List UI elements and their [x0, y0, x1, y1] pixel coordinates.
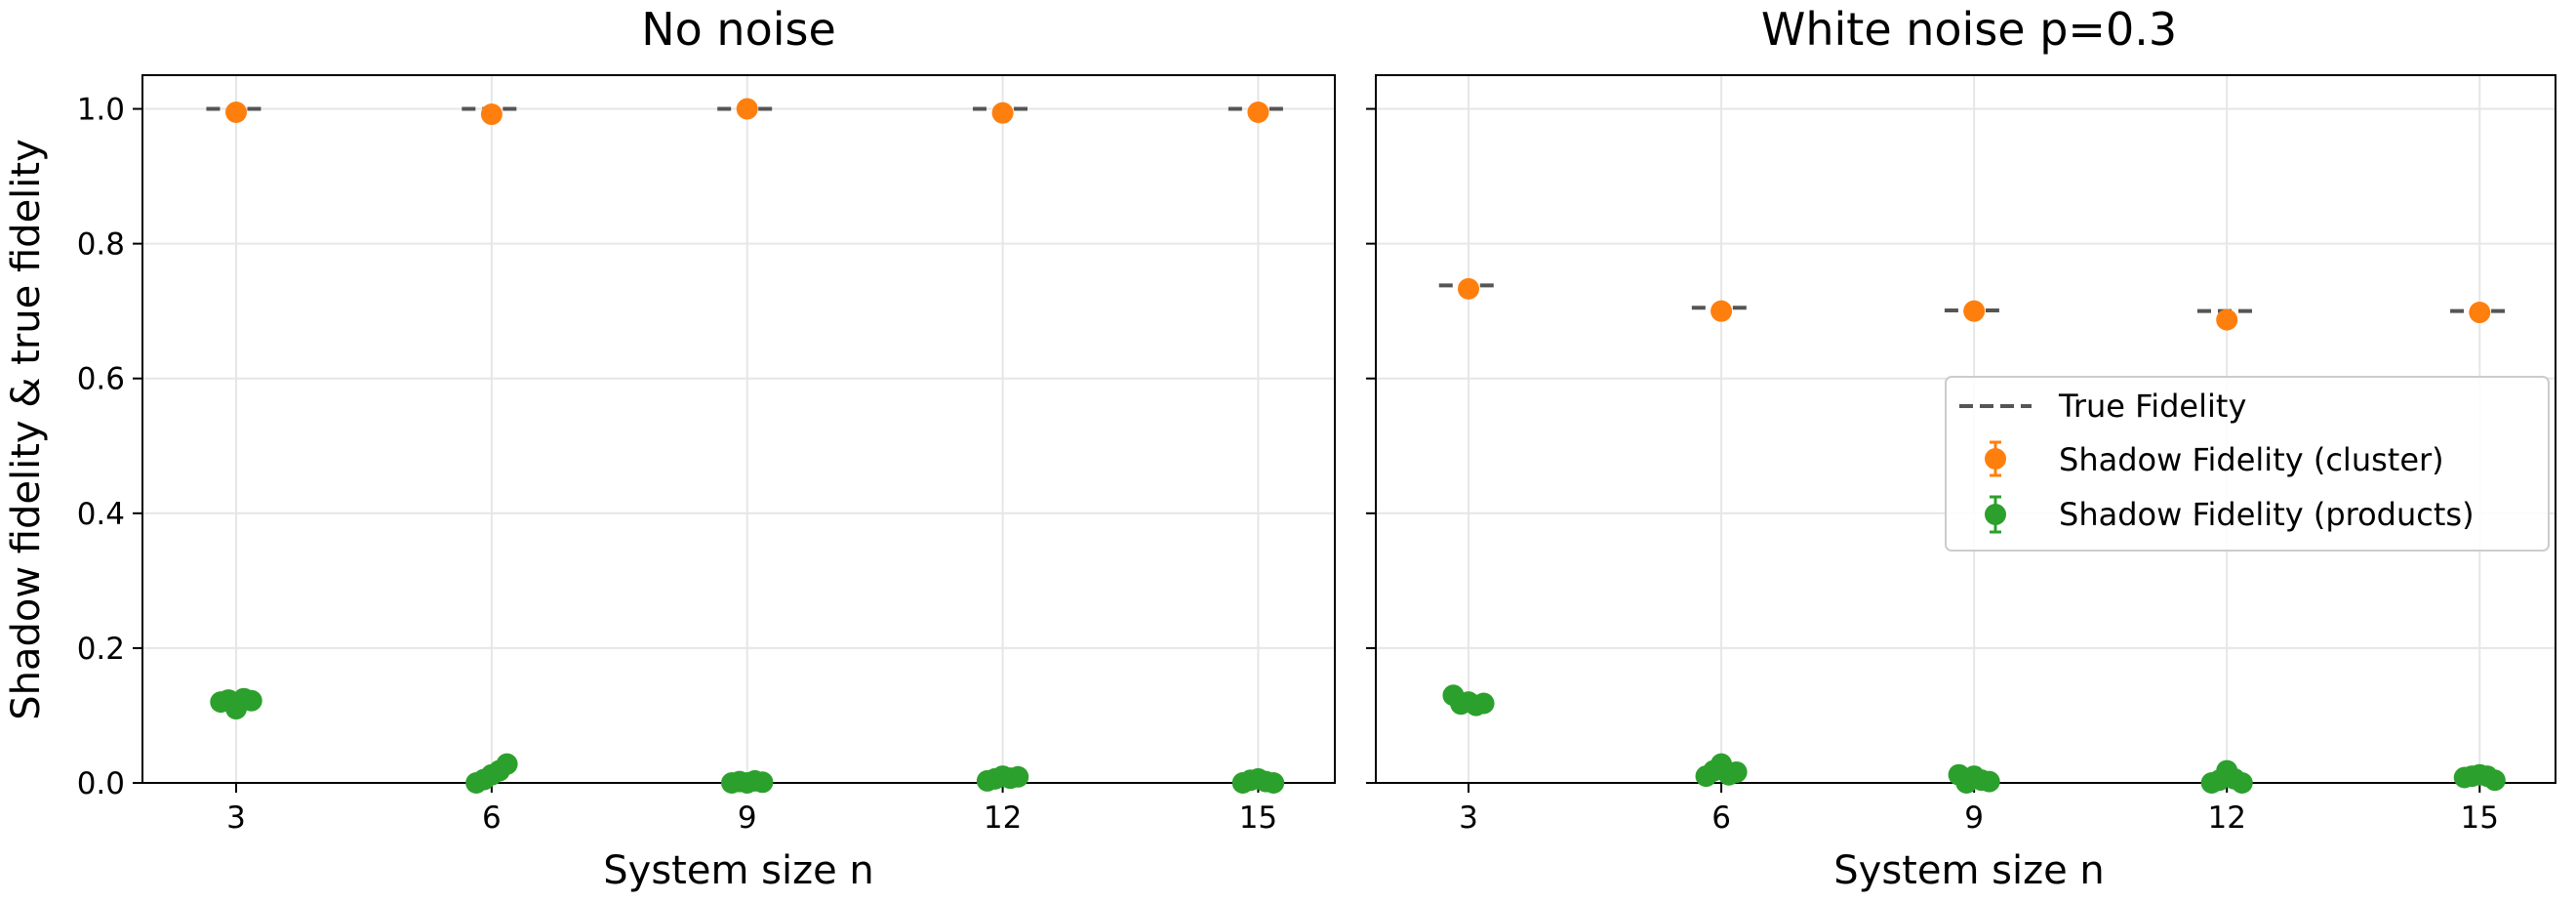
- products-point: [496, 753, 518, 775]
- products-point: [1007, 765, 1029, 788]
- x-ticks: 3 6 9 12 15: [226, 783, 1277, 836]
- cluster-point: [1457, 277, 1479, 300]
- products-point: [1725, 760, 1748, 783]
- products-point: [751, 771, 774, 794]
- cluster-point: [991, 102, 1014, 124]
- products-point: [240, 689, 262, 712]
- x-tick-label: 12: [984, 800, 1022, 836]
- y-tick-label: 1.0: [77, 93, 125, 128]
- y-tick-label: 0.2: [77, 632, 125, 667]
- x-tick-label: 6: [482, 800, 502, 836]
- cluster-point: [480, 103, 503, 126]
- panel-no-noise: No noise System size n Shadow fidelity &…: [4, 3, 1336, 893]
- x-tick-label: 9: [738, 800, 757, 836]
- x-axis-label: System size n: [1833, 848, 2105, 893]
- products-point: [2483, 769, 2506, 792]
- y-tick-label: 0.0: [77, 766, 125, 801]
- cluster-point: [225, 101, 248, 123]
- legend-cluster-marker: [1985, 448, 2006, 470]
- y-tick-label: 0.6: [77, 362, 125, 397]
- cluster-point: [2216, 308, 2238, 331]
- y-axis-label: Shadow fidelity & true fidelity: [4, 139, 49, 720]
- panel-white-noise: White noise p=0.3 System size n 3 6 9 12 15 …: [1366, 3, 2556, 893]
- y-tick-label: 0.8: [77, 227, 125, 263]
- cluster-point: [736, 98, 758, 120]
- data-marks: [206, 98, 1288, 794]
- x-ticks: 3 6 9 12 15: [1459, 783, 2499, 836]
- chart-title: White noise p=0.3: [1761, 3, 2177, 56]
- x-tick-label: 9: [1964, 800, 1984, 836]
- x-tick-label: 3: [1459, 800, 1478, 836]
- legend: True Fidelity Shadow Fidelity (cluster) …: [1945, 376, 2550, 552]
- products-point: [1263, 772, 1285, 794]
- legend-products-label: Shadow Fidelity (products): [2059, 496, 2475, 533]
- y-ticks: [1366, 107, 1376, 784]
- cluster-point: [1963, 300, 1986, 322]
- cluster-point: [2469, 302, 2491, 324]
- y-ticks: 0.0 0.2 0.4 0.6 0.8 1.0: [77, 93, 142, 801]
- products-point: [2231, 772, 2253, 794]
- x-tick-label: 3: [226, 800, 246, 836]
- data-marks: [1438, 277, 2510, 794]
- cluster-point: [1711, 300, 1733, 322]
- products-point: [1978, 770, 2000, 793]
- legend-true-fidelity-label: True Fidelity: [2058, 388, 2246, 425]
- x-tick-label: 15: [1239, 800, 1277, 836]
- x-axis-label: System size n: [603, 848, 874, 893]
- legend-cluster-label: Shadow Fidelity (cluster): [2059, 441, 2444, 478]
- x-tick-label: 12: [2207, 800, 2245, 836]
- legend-products-marker: [1985, 504, 2006, 525]
- x-tick-label: 15: [2461, 800, 2499, 836]
- cluster-point: [1247, 101, 1269, 123]
- chart-title: No noise: [641, 3, 836, 56]
- products-point: [1472, 692, 1495, 715]
- legend-frame: [1945, 376, 2550, 552]
- x-tick-label: 6: [1711, 800, 1731, 836]
- y-tick-label: 0.4: [77, 497, 125, 532]
